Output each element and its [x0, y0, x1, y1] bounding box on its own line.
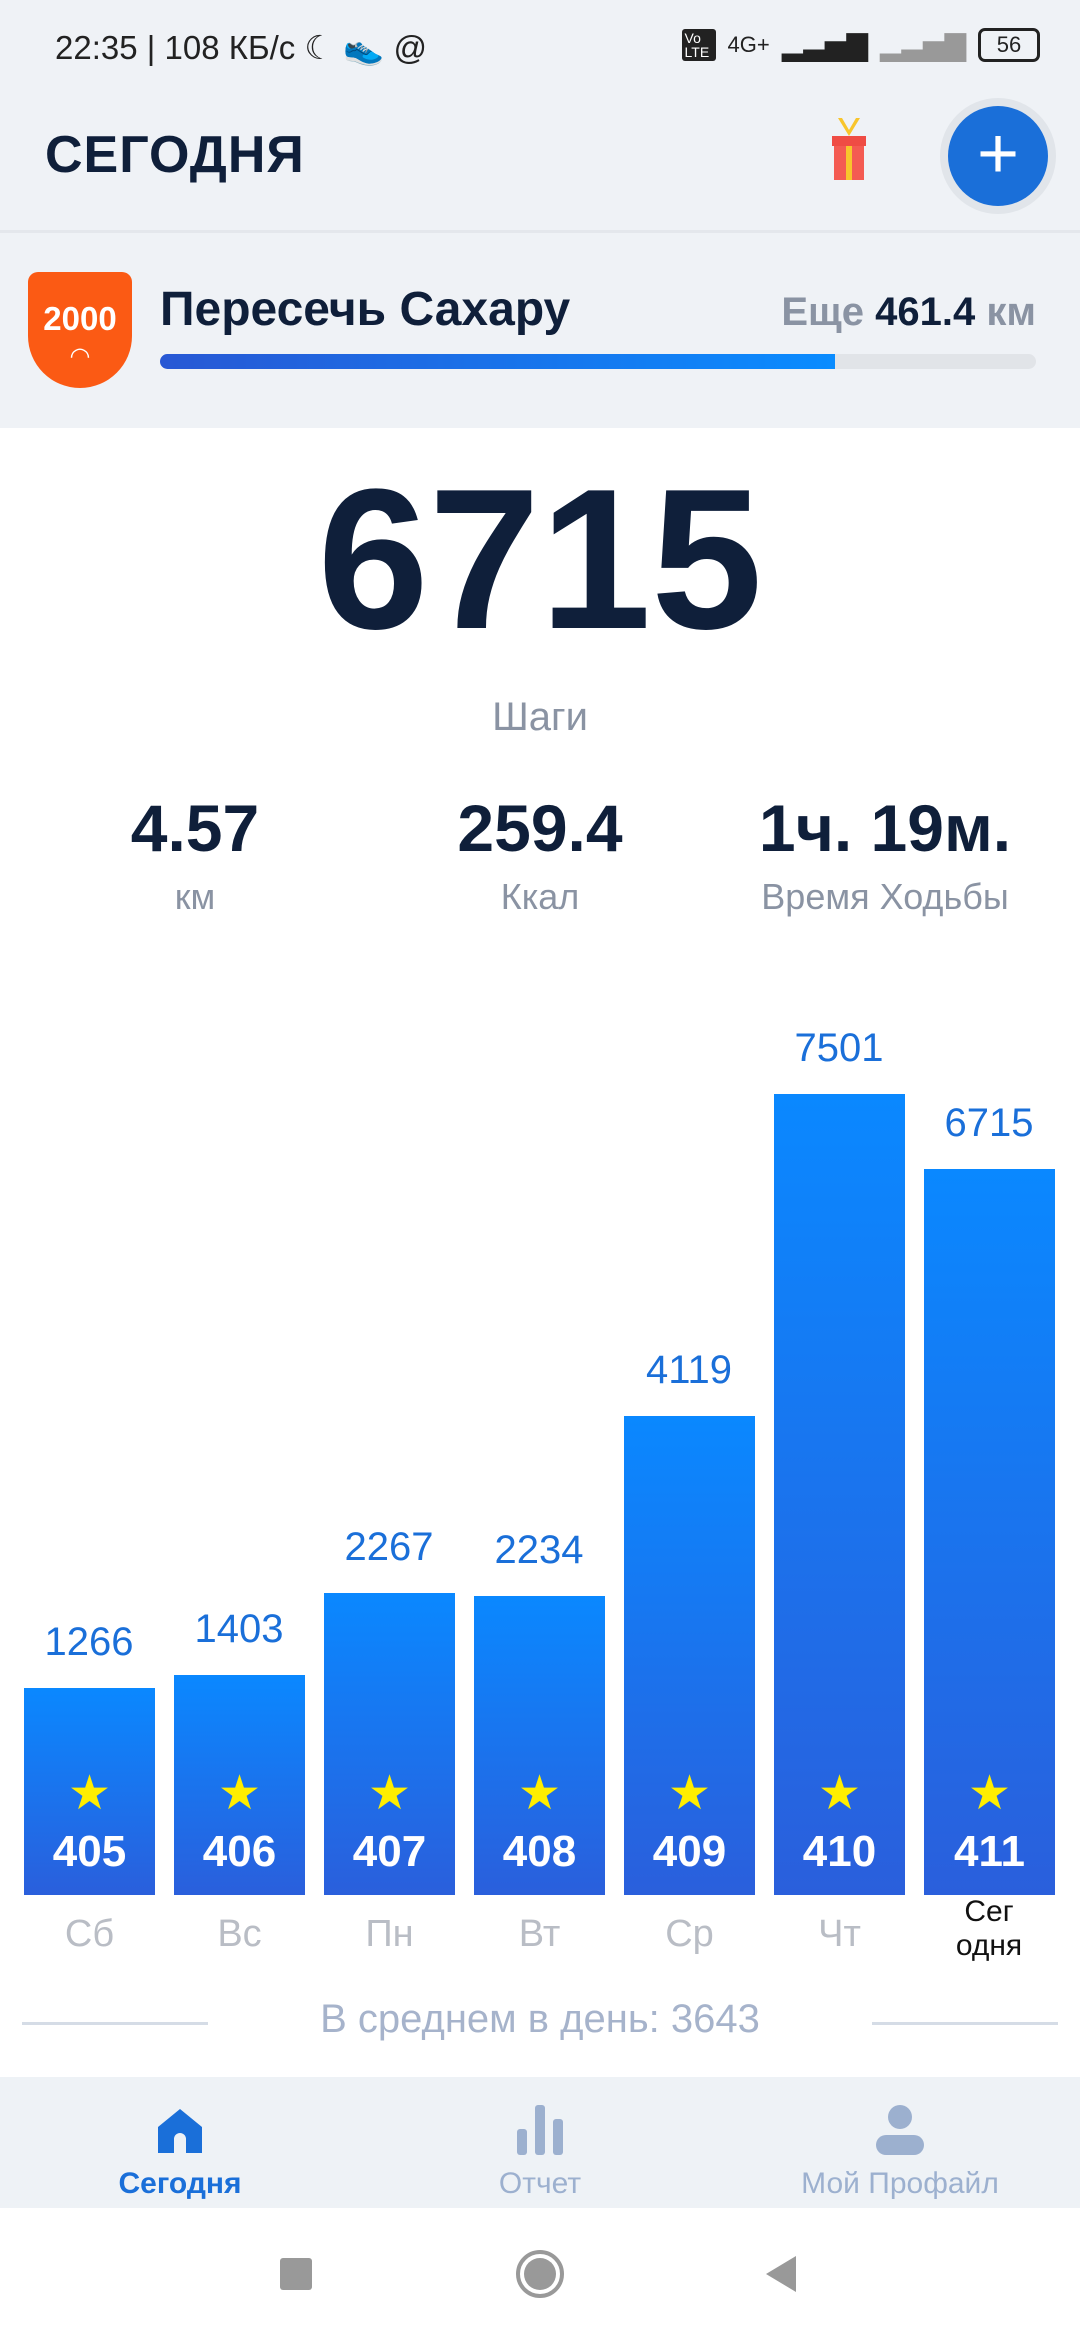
bar-badge-number: 405: [52, 1827, 127, 1876]
bar-value-label: 7501: [794, 1026, 884, 1071]
bar-badge-number: 409: [652, 1827, 727, 1876]
bar-value-label: 1403: [194, 1607, 284, 1652]
day-label: Пн: [365, 1913, 414, 1955]
nav-label: Отчет: [498, 2167, 582, 2200]
back-button[interactable]: [766, 2256, 796, 2292]
stat-label: Ккал: [500, 876, 580, 917]
progress-fill: [160, 354, 835, 369]
bar[interactable]: [324, 1592, 455, 1895]
challenge-progress-bar: [160, 354, 1036, 369]
page-title: СЕГОДНЯ: [45, 126, 305, 184]
network-label: 4G+: [727, 32, 770, 57]
add-button[interactable]: +: [948, 106, 1048, 206]
remaining-value: 461.4: [875, 290, 976, 334]
status-bar: 22:35 | 108 КБ/с ☾ 👟 @ Vo LTE 4G+ ▂▃▅▇ ▂…: [0, 0, 1080, 90]
bar[interactable]: [774, 1094, 905, 1895]
gift-icon[interactable]: [832, 118, 866, 182]
day-label: Сег одня: [955, 1895, 1023, 1962]
bar[interactable]: [174, 1675, 305, 1895]
star-icon: ★: [967, 1767, 1012, 1820]
stat-calories: 259.4 Ккал: [360, 790, 720, 918]
day-label: Чт: [818, 1913, 861, 1955]
star-icon: ★: [67, 1767, 112, 1820]
stat-value: 4.57: [130, 791, 260, 865]
step-count: 6715: [317, 448, 763, 671]
speedometer-icon: ◠: [70, 343, 90, 370]
step-label: Шаги: [492, 695, 588, 739]
stat-label: км: [174, 876, 216, 917]
stat-walk-time: 1ч. 19м. Время Ходьбы: [705, 790, 1065, 918]
day-label: Ср: [665, 1913, 714, 1955]
bar-badge-number: 406: [202, 1827, 277, 1876]
signal-2-icon: ▂▃▅▇: [879, 29, 966, 61]
remaining-prefix: Еще: [781, 290, 865, 334]
bar-value-label: 4119: [645, 1348, 732, 1393]
signal-icon: ▂▃▅▇: [781, 29, 868, 61]
day-label: Сб: [64, 1913, 115, 1955]
bar[interactable]: [474, 1596, 605, 1895]
weekly-steps-chart: 1266 ★ 405 Сб 1403 ★ 406 Вс 2267 ★ 407 Пн 2234 ★ 408 Вт…: [0, 1000, 1080, 2000]
header-divider: [0, 230, 1080, 233]
battery-icon: 56: [978, 28, 1040, 62]
bar-value-label: 2234: [494, 1528, 584, 1573]
bar-badge-number: 410: [802, 1827, 877, 1876]
bar-chart-icon: [360, 2099, 720, 2155]
daily-average: В среднем в день: 3643: [320, 1997, 760, 2041]
bar-badge-number: 407: [352, 1827, 427, 1876]
stat-value: 259.4: [457, 791, 623, 865]
day-label: Вс: [217, 1913, 262, 1955]
star-icon: ★: [367, 1767, 412, 1820]
bar-value-label: 6715: [944, 1101, 1034, 1146]
remaining-unit: км: [986, 290, 1036, 334]
star-icon: ★: [667, 1767, 712, 1820]
badge-label: 2000: [43, 300, 117, 337]
stat-label: Время Ходьбы: [761, 876, 1009, 917]
bar-value-label: 2267: [344, 1524, 434, 1569]
bar[interactable]: [24, 1688, 155, 1895]
divider-left: [22, 2022, 208, 2025]
nav-profile[interactable]: Мой Профайл: [720, 2077, 1080, 2208]
stat-value: 1ч. 19м.: [758, 791, 1012, 865]
home-icon: [0, 2099, 360, 2155]
nav-today[interactable]: Сегодня: [0, 2077, 360, 2208]
user-icon: [720, 2099, 1080, 2155]
star-icon: ★: [217, 1767, 262, 1820]
bar-badge-number: 408: [502, 1827, 577, 1876]
home-button[interactable]: [516, 2250, 564, 2298]
recents-button[interactable]: [280, 2258, 312, 2290]
bar-value-label: 1266: [44, 1620, 134, 1665]
status-left: 22:35 | 108 КБ/с ☾ 👟 @: [55, 29, 427, 66]
stat-distance: 4.57 км: [15, 790, 375, 918]
bar[interactable]: [624, 1416, 755, 1895]
nav-label: Сегодня: [118, 2167, 242, 2200]
volte-icon: Vo LTE: [681, 29, 716, 61]
challenge-badge: 2000 ◠: [28, 272, 132, 388]
bottom-nav: Сегодня Отчет Мой Профайл: [0, 2077, 1080, 2208]
nav-report[interactable]: Отчет: [360, 2077, 720, 2208]
status-right: Vo LTE 4G+ ▂▃▅▇ ▂▃▅▇ 56: [681, 28, 1040, 62]
day-label: Вт: [518, 1913, 561, 1955]
star-icon: ★: [517, 1767, 562, 1820]
challenge-title[interactable]: Пересечь Сахару: [160, 283, 571, 336]
challenge-remaining: Еще 461.4 км: [781, 290, 1036, 335]
nav-label: Мой Профайл: [801, 2167, 999, 2200]
star-icon: ★: [817, 1767, 862, 1820]
bar[interactable]: [924, 1169, 1055, 1895]
bar-badge-number: 411: [954, 1827, 1025, 1876]
divider-right: [872, 2022, 1058, 2025]
